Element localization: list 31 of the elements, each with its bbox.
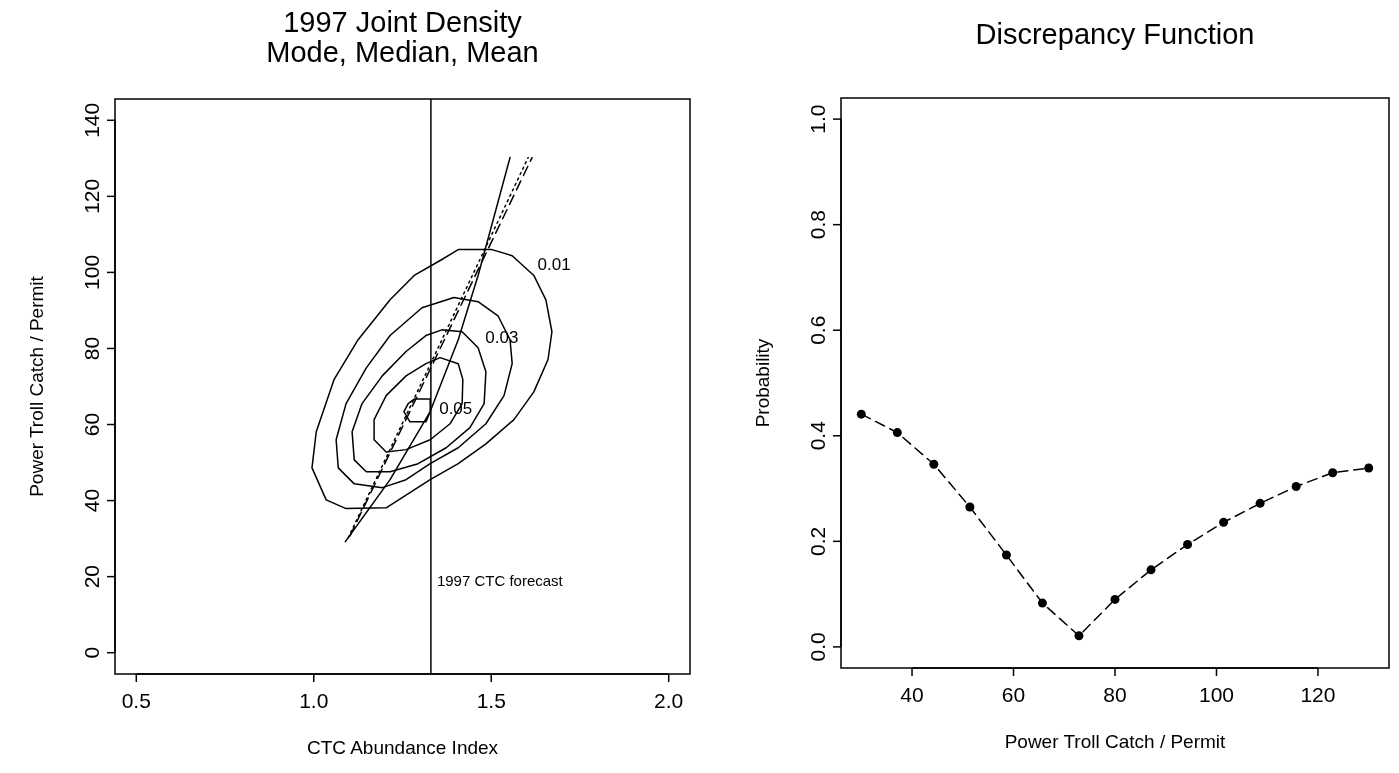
- y-tick-label: 0.0: [806, 632, 829, 662]
- y-tick-label: 100: [80, 254, 103, 290]
- x-tick-label: 120: [1300, 683, 1336, 706]
- x-tick-label: 1.0: [299, 689, 329, 712]
- x-tick-label: 80: [1103, 683, 1127, 706]
- x-tick-label: 100: [1198, 683, 1234, 706]
- y-tick-label: 0.2: [806, 526, 829, 556]
- x-tick-label: 40: [900, 683, 924, 706]
- y-tick-label: 0.8: [806, 210, 829, 240]
- x-axis-title: CTC Abundance Index: [306, 737, 499, 758]
- y-tick-label: 80: [80, 336, 103, 361]
- chart-title: 1997 Joint Density Mode, Median, Mean: [266, 6, 539, 68]
- y-tick-label: 1.0: [806, 104, 829, 134]
- y-tick-label: 120: [80, 178, 103, 214]
- y-tick-label: 0: [80, 646, 103, 659]
- x-tick-label: 60: [1001, 683, 1026, 706]
- x-axis-title: Power Troll Catch / Permit: [1004, 731, 1227, 752]
- y-tick-label: 0.4: [806, 420, 829, 451]
- chart-title: Discrepancy Function: [975, 18, 1255, 50]
- ref-line-label: 1997 CTC forecast: [436, 572, 564, 589]
- x-tick-label: 0.5: [121, 689, 151, 712]
- y-axis-title: Probability: [752, 338, 773, 428]
- y-tick-label: 0.6: [806, 315, 829, 345]
- y-tick-label: 20: [80, 564, 103, 589]
- y-tick-label: 60: [80, 412, 103, 437]
- x-tick-label: 2.0: [654, 689, 684, 712]
- annotation: 0.01: [537, 255, 571, 275]
- y-tick-label: 140: [80, 102, 103, 138]
- y-axis-title: Power Troll Catch / Permit: [26, 275, 47, 497]
- y-tick-label: 40: [80, 488, 103, 513]
- x-tick-label: 1.5: [476, 689, 506, 712]
